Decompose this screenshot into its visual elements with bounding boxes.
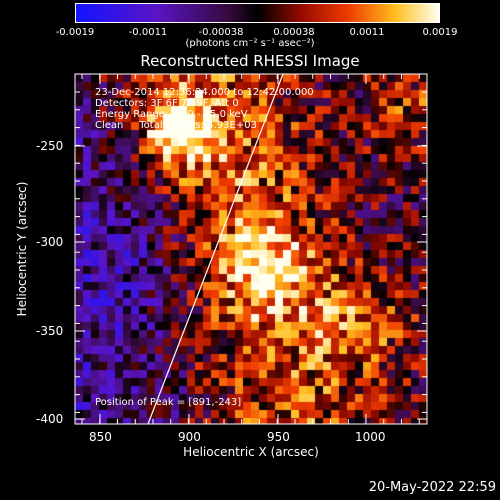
y-tick-label: -400 bbox=[36, 412, 64, 426]
colorbar-tick-label: -0.0019 bbox=[55, 27, 95, 38]
y-tick-label: -350 bbox=[36, 324, 64, 338]
clean-counts-text: Clean Total Counts: 4.93E+03 bbox=[95, 120, 257, 131]
colorbar-tick-label: -0.00038 bbox=[198, 27, 244, 38]
detectors-text: Detectors: 3F 6F 7F 9F, Att 0 bbox=[95, 98, 239, 109]
peak-position-text: Position of Peak = [891,-243] bbox=[95, 397, 242, 408]
x-tick-label: 950 bbox=[267, 430, 290, 444]
colorbar-units-label: (photons cm⁻² s⁻¹ asec⁻²) bbox=[185, 38, 315, 49]
y-tick-label: -250 bbox=[36, 139, 64, 153]
x-axis-label: Heliocentric X (arcsec) bbox=[183, 445, 319, 459]
colorbar-tick-label: 0.00038 bbox=[273, 27, 315, 38]
y-tick-label: -300 bbox=[36, 235, 64, 249]
timestamp: 20-May-2022 22:59 bbox=[368, 480, 496, 495]
time-range-text: 23-Dec-2014 12:36:24.000 to 12:42:00.000 bbox=[95, 87, 314, 98]
y-axis-label: Heliocentric Y (arcsec) bbox=[15, 181, 29, 317]
x-tick-label: 850 bbox=[89, 430, 112, 444]
colorbar bbox=[75, 3, 440, 23]
x-tick-label: 900 bbox=[178, 430, 201, 444]
energy-range-text: Energy Range: 12.0 - 25.0 keV bbox=[95, 109, 248, 120]
colorbar-tick-label: -0.0011 bbox=[128, 27, 168, 38]
x-tick-label: 1000 bbox=[355, 430, 386, 444]
colorbar-tick-label: 0.0019 bbox=[422, 27, 458, 38]
colorbar-tick-label: 0.0011 bbox=[349, 27, 385, 38]
plot-title: Reconstructed RHESSI Image bbox=[140, 52, 360, 70]
